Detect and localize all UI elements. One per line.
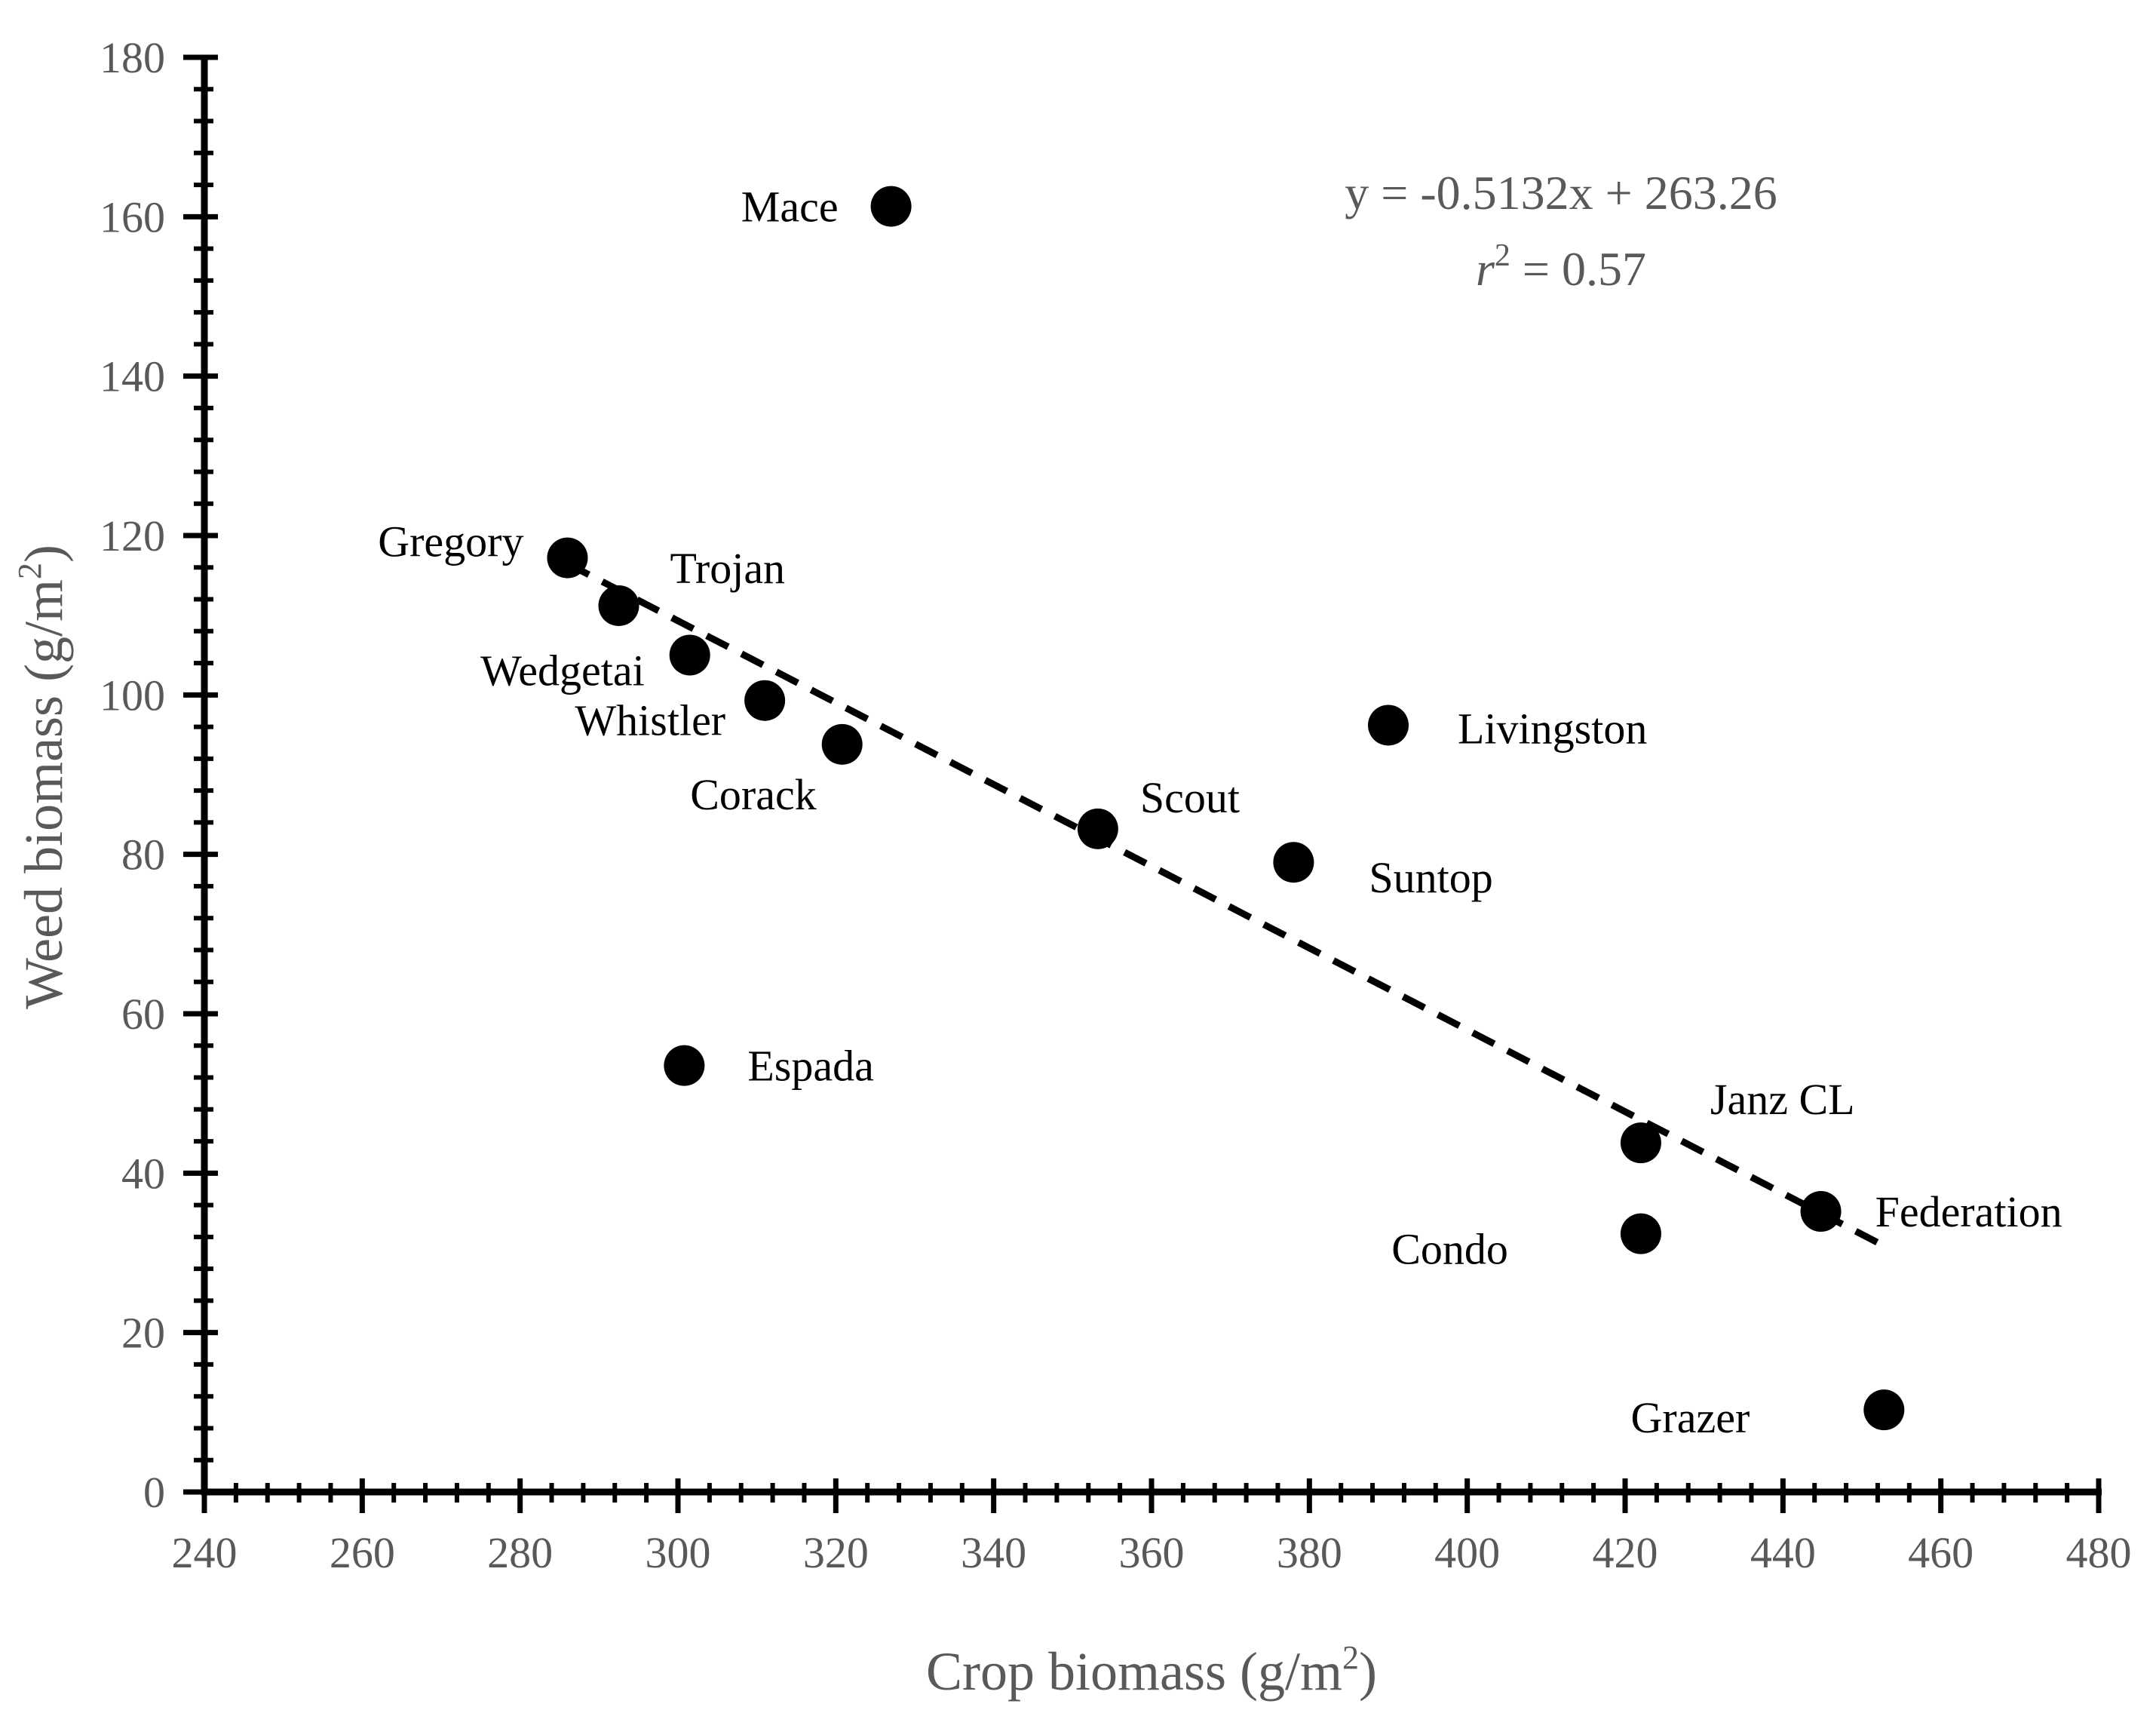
data-point-label: Mace <box>741 183 839 232</box>
data-point-label: Scout <box>1140 773 1240 822</box>
data-point <box>664 1045 705 1086</box>
y-tick-label: 20 <box>121 1309 165 1358</box>
y-tick-labels: 0 20 40 60 80 100 120 140 160 180 <box>100 33 165 1517</box>
data-point <box>1368 705 1409 746</box>
y-tick-label: 80 <box>121 830 165 879</box>
data-point <box>1077 808 1118 849</box>
y-axis-title: Weed biomass (g/m2) <box>11 545 74 1009</box>
x-tick-label: 280 <box>487 1528 553 1577</box>
y-tick-label: 160 <box>100 192 165 241</box>
data-point-label: Trojan <box>670 544 786 593</box>
data-point <box>669 634 710 676</box>
y-tick-label: 120 <box>100 511 165 560</box>
x-axis-title-main: Crop biomass (g/m <box>926 1641 1342 1702</box>
y-tick-label: 140 <box>100 352 165 401</box>
trendline-equation: y = -0.5132x + 263.26 <box>1345 166 1777 219</box>
r-squared-symbol: r <box>1476 242 1495 296</box>
x-tick-label: 340 <box>961 1528 1026 1577</box>
data-point-label: Espada <box>747 1042 873 1091</box>
data-point-label: Federation <box>1875 1187 2062 1236</box>
data-point <box>1800 1191 1842 1233</box>
data-point <box>1273 842 1314 883</box>
r-squared-sup: 2 <box>1495 238 1510 273</box>
data-point <box>870 186 912 227</box>
y-tick-label: 180 <box>100 33 165 82</box>
x-axis-title-end: ) <box>1359 1641 1377 1702</box>
y-axis-title-sup: 2 <box>11 563 48 579</box>
y-axis-title-main: Weed biomass (g/m <box>14 579 74 1009</box>
trendline <box>566 560 1880 1246</box>
data-point-label: Whistler <box>575 696 725 745</box>
data-point-label: Gregory <box>378 517 523 566</box>
data-point-label: Livingston <box>1458 704 1647 753</box>
data-point <box>1863 1389 1905 1431</box>
data-point <box>1620 1122 1661 1164</box>
data-point-label: Grazer <box>1631 1393 1750 1442</box>
y-tick-label: 0 <box>143 1468 165 1517</box>
data-point-label: Corack <box>690 770 817 819</box>
x-tick-label: 460 <box>1908 1528 1974 1577</box>
data-point <box>1620 1213 1661 1254</box>
data-point-label: Janz CL <box>1710 1075 1855 1124</box>
data-point-label: Suntop <box>1369 853 1492 902</box>
data-point <box>547 537 588 579</box>
x-axis-title: Crop biomass (g/m2) <box>926 1639 1377 1702</box>
x-tick-label: 260 <box>330 1528 395 1577</box>
data-point <box>598 585 639 626</box>
r-squared-value: = 0.57 <box>1510 242 1646 296</box>
data-point-label: Condo <box>1391 1225 1508 1274</box>
x-tick-label: 240 <box>172 1528 238 1577</box>
x-tick-label: 320 <box>803 1528 869 1577</box>
x-tick-label: 380 <box>1277 1528 1342 1577</box>
y-tick-label: 100 <box>100 671 165 720</box>
x-tick-labels: 240 260 280 300 320 340 360 380 400 420 440 460 480 <box>172 1528 2132 1577</box>
y-tick-label: 40 <box>121 1149 165 1198</box>
data-point <box>744 680 786 721</box>
x-tick-label: 440 <box>1750 1528 1816 1577</box>
data-points <box>547 186 1905 1431</box>
y-tick-label: 60 <box>121 990 165 1039</box>
x-tick-label: 300 <box>646 1528 711 1577</box>
y-axis-title-end: ) <box>14 545 74 563</box>
data-point-label: Wedgetai <box>480 646 645 695</box>
x-tick-label: 360 <box>1119 1528 1185 1577</box>
data-point <box>821 723 863 765</box>
x-tick-label: 400 <box>1434 1528 1500 1577</box>
x-tick-label: 480 <box>2066 1528 2132 1577</box>
r-squared-label: r2 = 0.57 <box>1476 238 1646 296</box>
x-axis-title-sup: 2 <box>1342 1639 1359 1676</box>
x-tick-label: 420 <box>1593 1528 1658 1577</box>
